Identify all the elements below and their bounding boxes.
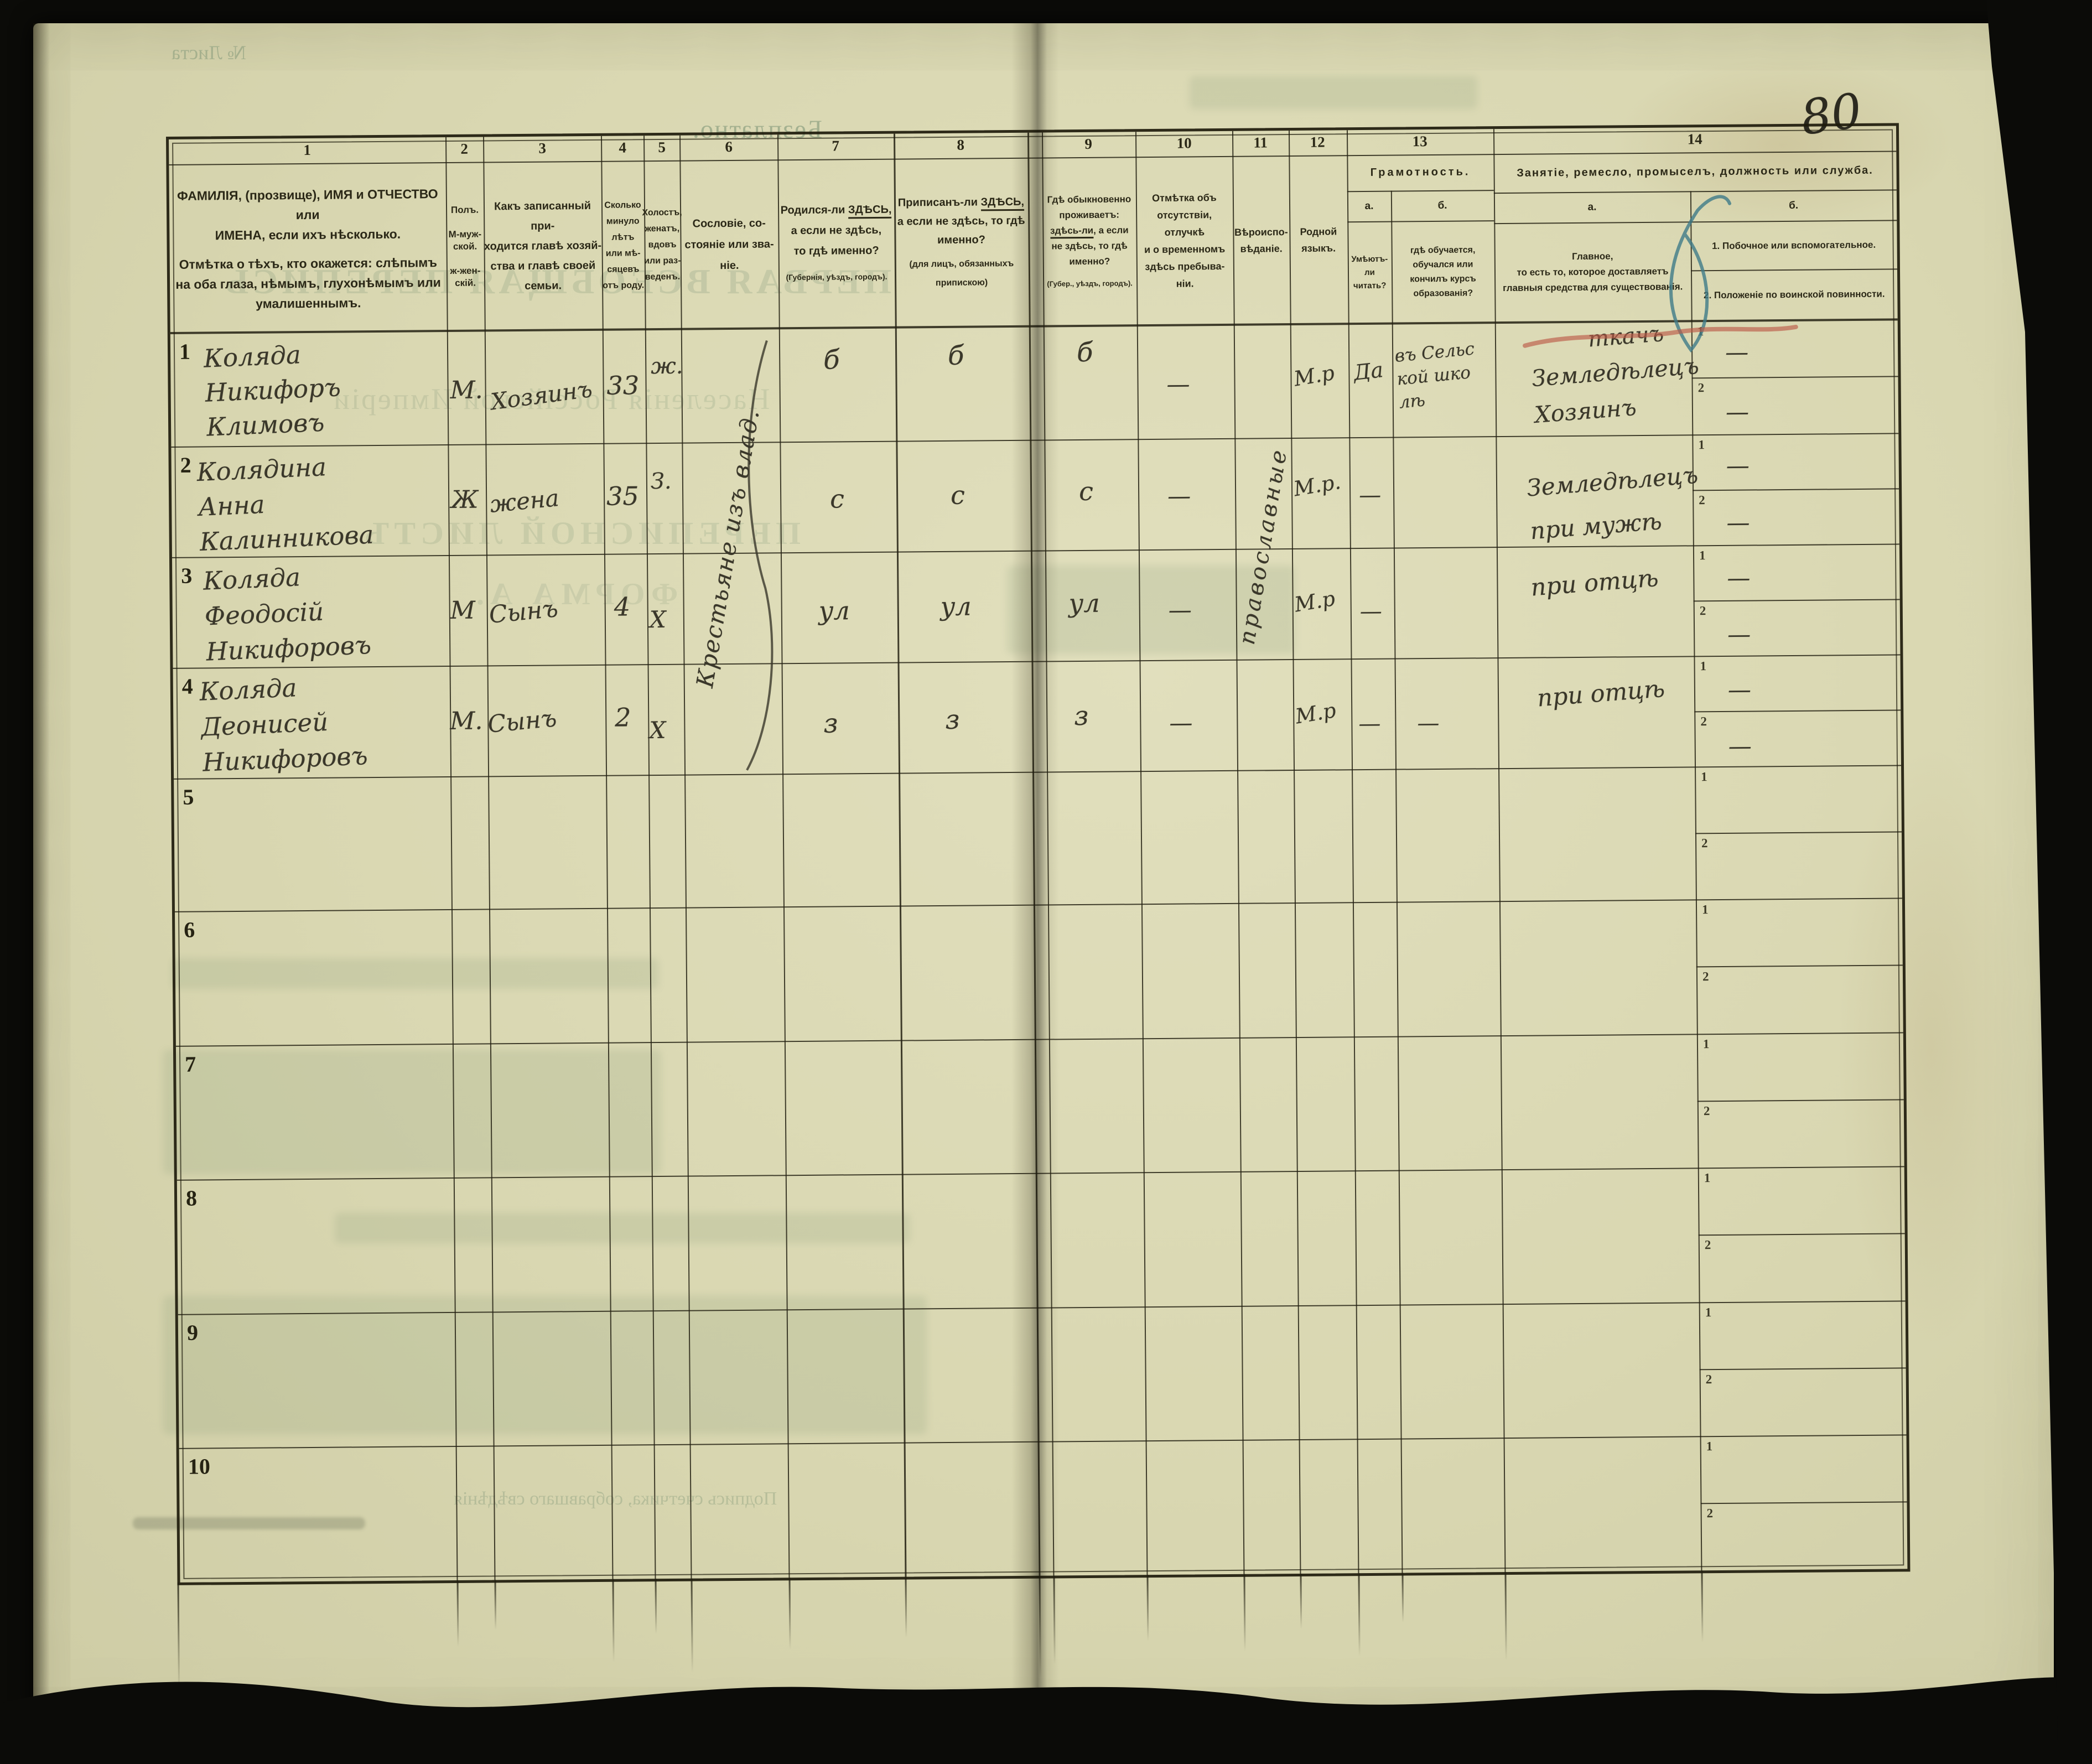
census-table: 1 2 3 4 5 6 7 8 9 10 11 12 13 14 ФАМИЛІЯ… <box>166 123 1911 1693</box>
table-line <box>177 1582 180 1693</box>
ink-marks <box>746 195 1798 771</box>
paper-spread: № Листа Безплатно. ПЕРВАЯ ВСЕОБЩАЯ ПЕРЕП… <box>33 23 2054 1718</box>
ghost-paragraph-smudge <box>1190 76 1477 109</box>
paper-left-shadow <box>33 23 50 1718</box>
blue-pencil-mark <box>1669 195 1732 353</box>
household-brace-flourish <box>746 340 774 771</box>
page-fold <box>1011 23 1059 1718</box>
red-strike-mark <box>1523 324 1798 348</box>
ghost-sheet-number: № Листа <box>172 41 247 64</box>
